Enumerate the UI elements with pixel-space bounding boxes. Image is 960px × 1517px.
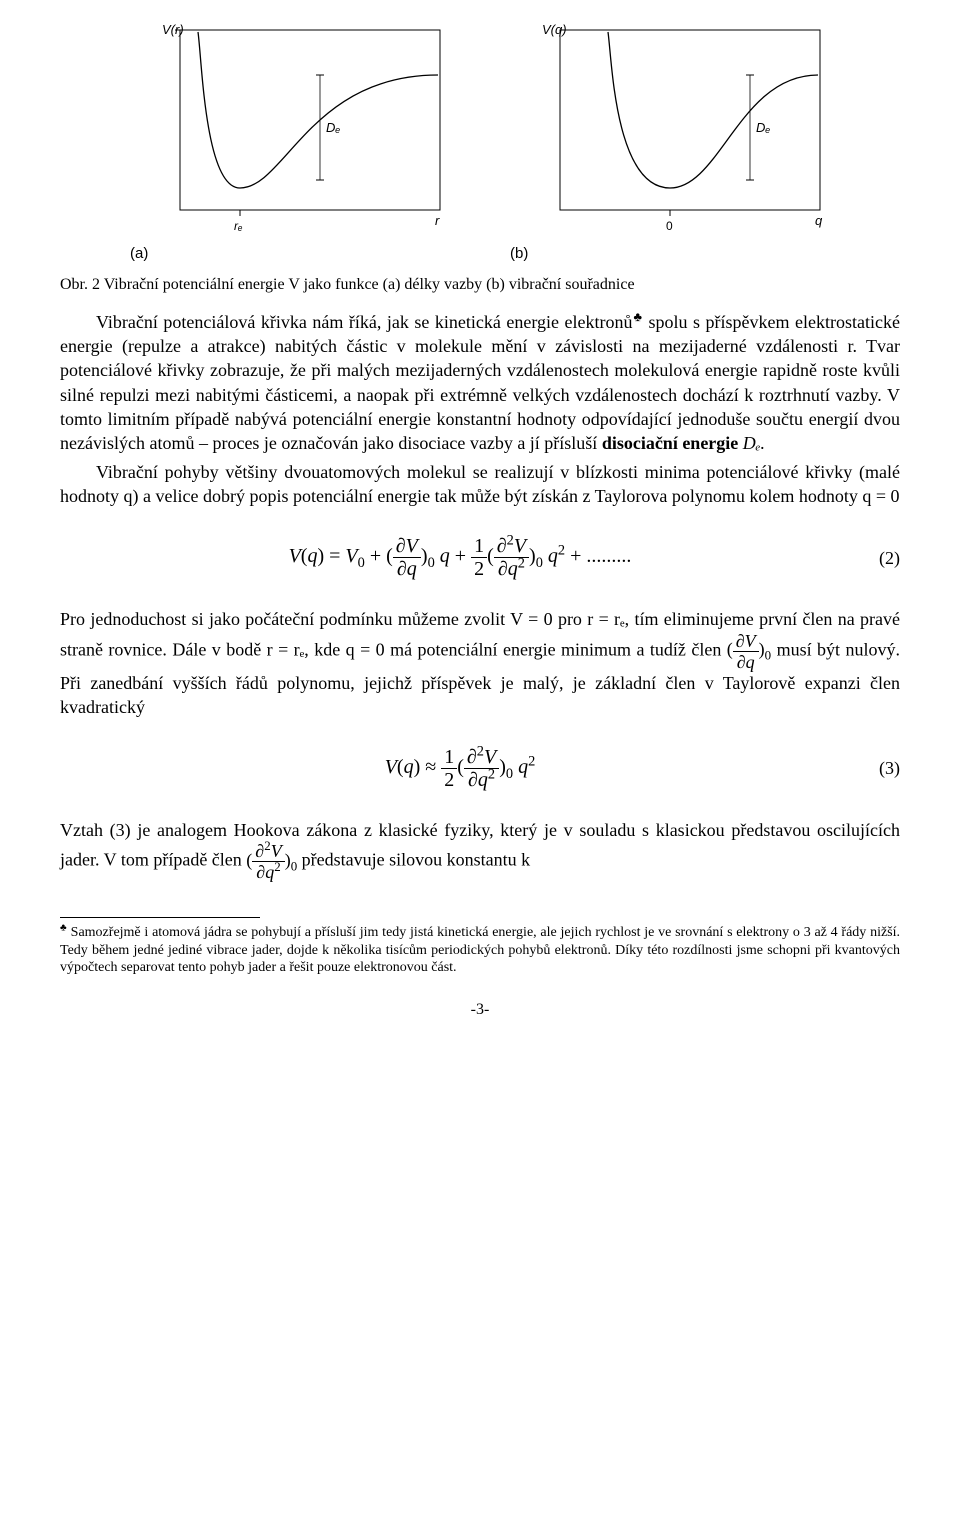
ylabel-a: V(r) — [162, 22, 184, 37]
zero-label: 0 — [666, 219, 673, 233]
re-label: rₑ — [234, 219, 243, 233]
de-label-b: Dₑ — [756, 120, 770, 135]
equation-3: V(q) ≈ 12(∂2V∂q2)0 q2 (3) — [60, 747, 900, 790]
panel-label-b: (b) — [510, 244, 528, 264]
footnote-mark: ♣ — [60, 923, 67, 934]
footnote-ref: ♣ — [632, 309, 643, 324]
para4b: představuje silovou konstantu k — [297, 850, 530, 870]
figure-panel-a: V(r) r Dₑ rₑ (a) — [130, 20, 450, 264]
equation-2-body: V(q) = V0 + (∂V∂q)0 q + 12(∂2V∂q2)0 q2 +… — [60, 536, 860, 579]
paragraph-1: Vibrační potenciálová křivka nám říká, j… — [60, 310, 900, 456]
eq2-trail: + ......... — [565, 545, 631, 567]
page-number: -3- — [60, 999, 900, 1021]
figure-caption: Obr. 2 Vibrační potenciální energie V ja… — [60, 274, 900, 296]
de-label-a: Dₑ — [326, 120, 340, 135]
paragraph-4: Vztah (3) je analogem Hookova zákona z k… — [60, 818, 900, 881]
para1-lead: Vibrační potenciálová křivka nám říká, j… — [96, 312, 632, 332]
paragraph-2: Vibrační pohyby většiny dvouatomových mo… — [60, 460, 900, 509]
panel-label-a: (a) — [130, 244, 148, 264]
ylabel-b: V(q) — [542, 22, 567, 37]
paragraph-3: Pro jednoduchost si jako počáteční podmí… — [60, 607, 900, 719]
footnote-separator — [60, 917, 260, 918]
xlabel-b: q — [815, 213, 823, 228]
para1-tail: spolu s příspěvkem elektrostatické energ… — [60, 312, 900, 453]
figure-panel-b: V(q) q Dₑ 0 (b) — [510, 20, 830, 264]
footnote: ♣ Samozřejmě i atomová jádra se pohybují… — [60, 924, 900, 977]
disoc-bold: disociační energie — [602, 433, 738, 453]
disoc-sym: Dₑ. — [738, 433, 765, 453]
equation-2: V(q) = V0 + (∂V∂q)0 q + 12(∂2V∂q2)0 q2 +… — [60, 536, 900, 579]
equation-2-number: (2) — [860, 546, 900, 570]
figure-row: V(r) r Dₑ rₑ (a) V(q) q Dₑ — [60, 20, 900, 264]
potential-plot-a: V(r) r Dₑ rₑ — [130, 20, 450, 240]
equation-3-number: (3) — [860, 756, 900, 780]
footnote-text: Samozřejmě i atomová jádra se pohybují a… — [60, 925, 900, 975]
xlabel-a: r — [435, 213, 440, 228]
potential-plot-b: V(q) q Dₑ 0 — [510, 20, 830, 240]
equation-3-body: V(q) ≈ 12(∂2V∂q2)0 q2 — [60, 747, 860, 790]
